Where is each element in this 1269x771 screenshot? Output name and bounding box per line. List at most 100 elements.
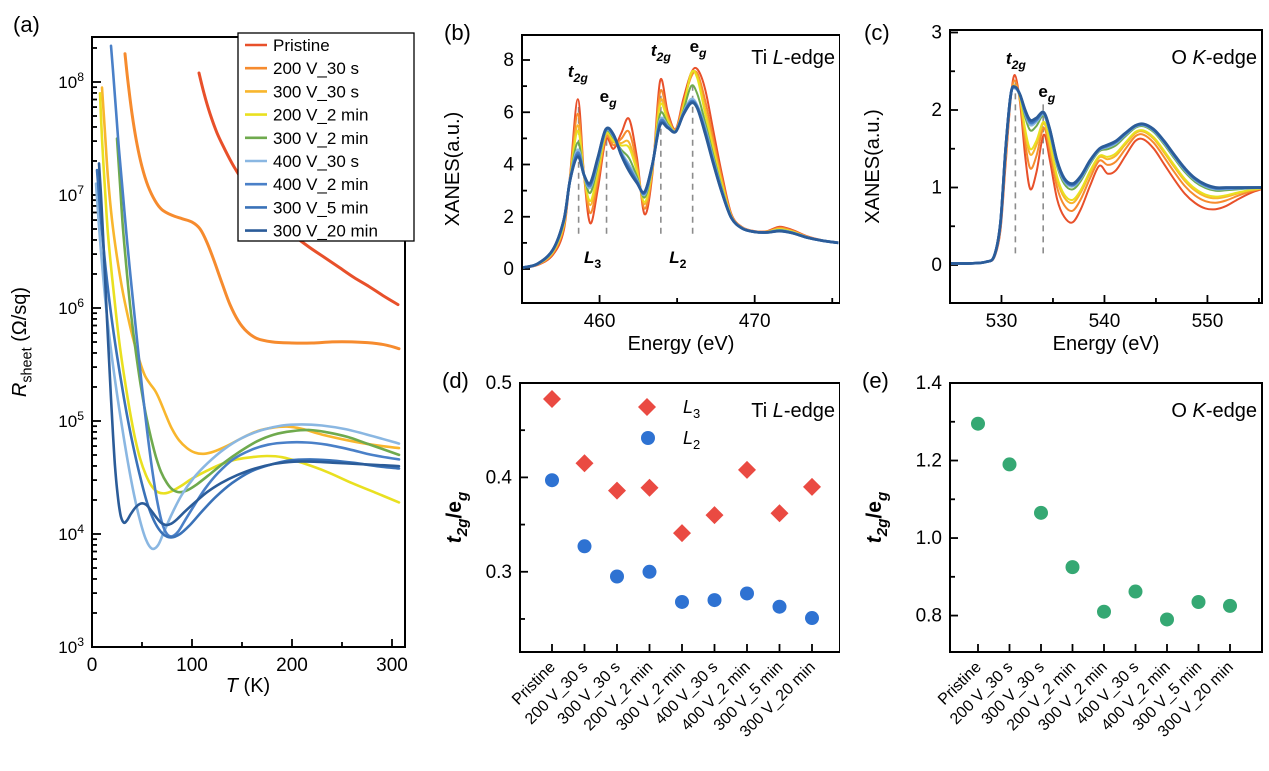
peak-annotation: t2g: [651, 41, 671, 64]
y-axis-title: XANES(a.u.): [862, 109, 884, 223]
legend-label: 300 V_30 s: [273, 82, 359, 101]
panel-title: O K-edge: [1171, 47, 1257, 69]
x-tick-label: 0: [87, 655, 98, 676]
data-point-diamond: [803, 477, 821, 496]
legend-diamond: [638, 398, 656, 416]
y-tick-label: 0.4: [486, 467, 513, 488]
panel-title: Ti L-edge: [751, 400, 835, 422]
x-tick-label: 300: [376, 655, 408, 676]
data-point-circle: [1223, 598, 1237, 613]
y-tick-label: 108: [58, 70, 84, 92]
legend-label: Pristine: [273, 36, 330, 55]
spectrum-Pristine: [949, 74, 1263, 265]
y-tick-label: 2: [503, 207, 514, 228]
data-point-diamond: [543, 390, 561, 409]
spectrum-400-V-30-s: [949, 86, 1263, 265]
legend-label: 400 V_2 min: [273, 175, 368, 194]
data-point-circle: [1097, 604, 1111, 619]
data-point-diamond: [608, 481, 626, 500]
data-point-diamond: [673, 524, 691, 543]
data-point-diamond: [770, 504, 789, 523]
panel-a: 0 100 200 300 103 104 105 106 107 108: [58, 36, 408, 676]
legend-label-l2: L2: [683, 428, 700, 452]
panel-b-ti-ledge-chart: 460 470 0 2 4 6 8 t2g eg t2g eg L3 L2 Ti L-edge Energy…: [442, 20, 840, 355]
x-tick-label: 100: [176, 655, 208, 676]
y-tick-label: 4: [503, 155, 514, 176]
axes-frame: [949, 29, 1263, 304]
y-tick-label: 2: [931, 100, 942, 121]
data-point-circle: [772, 599, 787, 614]
curve-400-V-30-s: [94, 182, 401, 551]
peak-annotation: eg: [600, 87, 617, 110]
curve-300-V-30-s: [100, 86, 401, 456]
peak-annotation: t2g: [1006, 49, 1026, 72]
y-tick-label: 1.0: [916, 528, 942, 549]
data-point-circle: [610, 569, 624, 584]
y-axis-title: t2g/eg: [863, 492, 891, 543]
data-point-circle: [707, 593, 722, 608]
x-tick-label: 200: [276, 655, 308, 676]
legend-box: [237, 32, 415, 242]
data-point-circle: [740, 586, 754, 601]
legend-label: 400 V_30 s: [273, 152, 359, 171]
data-point-circle: [642, 564, 657, 579]
data-point-circle: [675, 594, 689, 609]
spectrum-300-V-5-min: [949, 85, 1263, 265]
y-axis-title: t2g/eg: [443, 492, 471, 543]
y-tick-label: 6: [503, 102, 514, 123]
curve-200-V-30-s: [123, 52, 401, 351]
curve-200-V-2-min: [98, 92, 401, 504]
legend-label-l3: L3: [683, 397, 700, 421]
legend-circle: [641, 431, 655, 445]
x-tick-label: 530: [986, 311, 1018, 332]
x-tick-label: 550: [1192, 311, 1224, 332]
x-tick-label: 540: [1089, 311, 1121, 332]
y-tick-label: 0: [503, 259, 514, 280]
data-point-circle: [545, 473, 559, 488]
data-point-diamond: [738, 460, 756, 479]
legend-label: 300 V_5 min: [273, 198, 368, 217]
panel-tag-d: (d): [442, 368, 469, 393]
y-tick-label: 103: [58, 635, 84, 657]
legend-label: 200 V_2 min: [273, 106, 368, 125]
spectrum-300-V-20-min: [521, 101, 839, 270]
x-tick-label: 460: [584, 311, 616, 332]
spectrum-300-V-20-min: [949, 85, 1262, 265]
panel-title: O K-edge: [1171, 400, 1257, 422]
y-tick-label: 106: [58, 296, 84, 318]
y-tick-label: 8: [503, 50, 514, 71]
peak-annotation: eg: [1038, 82, 1055, 105]
x-tick-label: 470: [739, 311, 771, 332]
spectrum-400-V-2-min: [949, 85, 1263, 265]
panel-tag-a: (a): [13, 12, 40, 37]
panel-c: 530 540 550 0 1 2 3 t2g eg: [931, 23, 1263, 332]
peak-annotation: t2g: [568, 62, 588, 85]
curve-300-V-20-min: [97, 162, 401, 527]
x-axis-title: Energy (eV): [1053, 333, 1160, 355]
panel-tag-c: (c): [864, 20, 890, 45]
y-tick-label: 0.3: [486, 562, 512, 583]
data-point-diamond: [640, 478, 659, 497]
y-tick-label: 0.5: [486, 373, 512, 394]
legend-label: 200 V_30 s: [273, 59, 359, 78]
y-tick-label: 0.8: [916, 606, 942, 627]
panel-title: Ti L-edge: [751, 47, 835, 69]
panel-tag-e: (e): [862, 368, 889, 393]
data-point-diamond: [705, 506, 724, 525]
data-point-circle: [1002, 457, 1017, 472]
data-point-circle: [1191, 594, 1206, 609]
y-tick-label: 1.2: [916, 451, 942, 472]
y-tick-label: 107: [58, 183, 84, 205]
panel-b: 460 470 0 2 4 6 8 t2g eg t2g eg L3 L2: [503, 34, 840, 332]
spectrum-300-V-30-s: [949, 84, 1263, 265]
axes-frame: [949, 382, 1263, 653]
y-tick-label: 1: [931, 178, 942, 199]
panel-a-legend: Pristine 200 V_30 s 300 V_30 s 200 V_2 min 3…: [237, 32, 415, 242]
spectrum-300-V-30-s: [521, 69, 839, 269]
